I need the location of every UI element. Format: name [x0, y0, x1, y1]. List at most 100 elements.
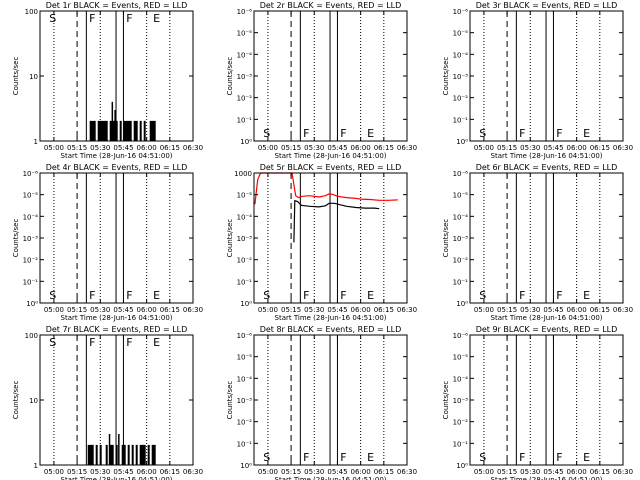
y-tick-label: 10⁻⁶ [453, 8, 469, 16]
y-tick-label: 10⁻² [453, 257, 469, 265]
x-tick-label: 06:15 [590, 468, 610, 476]
x-tick-label: 05:30 [520, 306, 540, 314]
x-tick-label: 05:00 [474, 468, 494, 476]
x-tick-label: 05:45 [543, 306, 563, 314]
y-tick-label: 10⁻⁴ [237, 213, 253, 221]
y-tick-label: 10⁻³ [237, 397, 253, 405]
x-tick-label: 05:15 [497, 306, 517, 314]
y-tick-label: 10⁰ [240, 462, 252, 470]
y-tick-label: 10⁻⁴ [453, 51, 469, 59]
x-tick-label: 06:15 [160, 306, 180, 314]
x-tick-label: 05:30 [90, 468, 110, 476]
x-tick-label: 05:30 [520, 468, 540, 476]
marker-e: E [153, 289, 160, 302]
marker-f: F [126, 336, 132, 349]
y-tick-label: 10⁰ [240, 300, 252, 308]
x-axis-label: Start Time (28-Jun-16 04:51:00) [275, 314, 387, 322]
y-tick-label: 10⁻³ [23, 235, 39, 243]
y-tick-label: 10⁰ [26, 300, 38, 308]
y-tick-label: 10⁻⁵ [453, 192, 469, 200]
panel-3: Det 3r BLACK = Events, RED = LLD Counts/s… [442, 1, 633, 160]
marker-e: E [367, 451, 374, 464]
panel-title: Det 8r BLACK = Events, RED = LLD [260, 325, 402, 334]
y-tick-label: 100 [25, 332, 38, 340]
marker-e: E [153, 12, 160, 25]
x-tick-label: 06:30 [397, 468, 417, 476]
x-tick-label: 05:00 [258, 306, 278, 314]
y-tick-label: 10⁻¹ [237, 116, 253, 124]
panel-1: Det 1r BLACK = Events, RED = LLD Counts/s… [12, 1, 203, 160]
marker-f: F [89, 336, 95, 349]
x-tick-label: 05:15 [281, 144, 301, 152]
y-tick-label: 10⁻² [23, 257, 39, 265]
x-tick-label: 06:15 [374, 306, 394, 314]
y-tick-label: 10⁻⁶ [453, 332, 469, 340]
x-tick-label: 05:30 [304, 144, 324, 152]
x-axis-label: Start Time (28-Jun-16 04:51:00) [491, 476, 603, 480]
x-axis-label: Start Time (28-Jun-16 04:51:00) [491, 152, 603, 160]
x-tick-label: 05:00 [44, 306, 64, 314]
y-tick-label: 10⁻¹ [237, 440, 253, 448]
panel-title: Det 2r BLACK = Events, RED = LLD [260, 1, 402, 10]
marker-f: F [126, 289, 132, 302]
marker-e: E [367, 289, 374, 302]
y-tick-label: 10⁻⁵ [237, 192, 253, 200]
y-tick-label: 1000 [234, 170, 252, 178]
y-tick-label: 10⁻² [453, 419, 469, 427]
x-tick-label: 05:45 [543, 468, 563, 476]
x-tick-label: 06:30 [183, 468, 203, 476]
x-tick-label: 06:00 [567, 468, 587, 476]
x-tick-label: 06:30 [183, 306, 203, 314]
x-tick-label: 06:30 [613, 144, 633, 152]
x-tick-label: 06:15 [590, 306, 610, 314]
x-tick-label: 06:00 [351, 306, 371, 314]
x-tick-label: 05:00 [258, 468, 278, 476]
y-tick-label: 10⁻¹ [453, 116, 469, 124]
y-tick-label: 10⁻³ [237, 73, 253, 81]
marker-f: F [340, 127, 346, 140]
x-tick-label: 05:30 [520, 144, 540, 152]
x-tick-label: 06:00 [567, 306, 587, 314]
x-tick-label: 06:30 [183, 144, 203, 152]
marker-e: E [153, 336, 160, 349]
y-tick-label: 10⁻² [453, 95, 469, 103]
x-tick-label: 05:30 [90, 306, 110, 314]
x-tick-label: 05:30 [304, 306, 324, 314]
marker-f: F [519, 451, 525, 464]
y-axis-label: Counts/sec [442, 219, 450, 258]
marker-e: E [583, 451, 590, 464]
y-tick-label: 10⁻⁶ [23, 170, 39, 178]
marker-f: F [340, 289, 346, 302]
series-events-spikes [88, 120, 157, 142]
series-black-line [293, 199, 380, 243]
panel-title: Det 4r BLACK = Events, RED = LLD [46, 163, 188, 172]
marker-e: E [583, 289, 590, 302]
marker-f: F [89, 12, 95, 25]
marker-s: S [479, 451, 486, 464]
x-tick-label: 06:15 [160, 468, 180, 476]
marker-s: S [49, 336, 56, 349]
x-tick-label: 05:15 [497, 468, 517, 476]
x-tick-label: 05:45 [327, 144, 347, 152]
marker-f: F [126, 12, 132, 25]
marker-f: F [556, 127, 562, 140]
x-tick-label: 06:00 [351, 144, 371, 152]
x-tick-label: 06:30 [397, 144, 417, 152]
y-tick-label: 10⁻³ [237, 235, 253, 243]
y-tick-label: 10⁻⁴ [453, 213, 469, 221]
panel-6: Det 6r BLACK = Events, RED = LLD Counts/s… [442, 163, 633, 322]
y-tick-label: 10⁻⁴ [237, 51, 253, 59]
y-tick-label: 10⁻¹ [453, 278, 469, 286]
marker-f: F [303, 127, 309, 140]
y-tick-label: 10⁰ [456, 138, 468, 146]
panel-4: Det 4r BLACK = Events, RED = LLD Counts/s… [12, 163, 203, 322]
marker-f: F [303, 289, 309, 302]
x-tick-label: 05:00 [474, 306, 494, 314]
y-tick-label: 10⁻¹ [23, 278, 39, 286]
panel-5: Det 5r BLACK = Events, RED = LLD Counts/s… [226, 163, 417, 322]
panel-title: Det 9r BLACK = Events, RED = LLD [476, 325, 618, 334]
panel-title: Det 3r BLACK = Events, RED = LLD [476, 1, 618, 10]
x-tick-label: 05:45 [327, 306, 347, 314]
y-tick-label: 10⁻⁵ [237, 354, 253, 362]
